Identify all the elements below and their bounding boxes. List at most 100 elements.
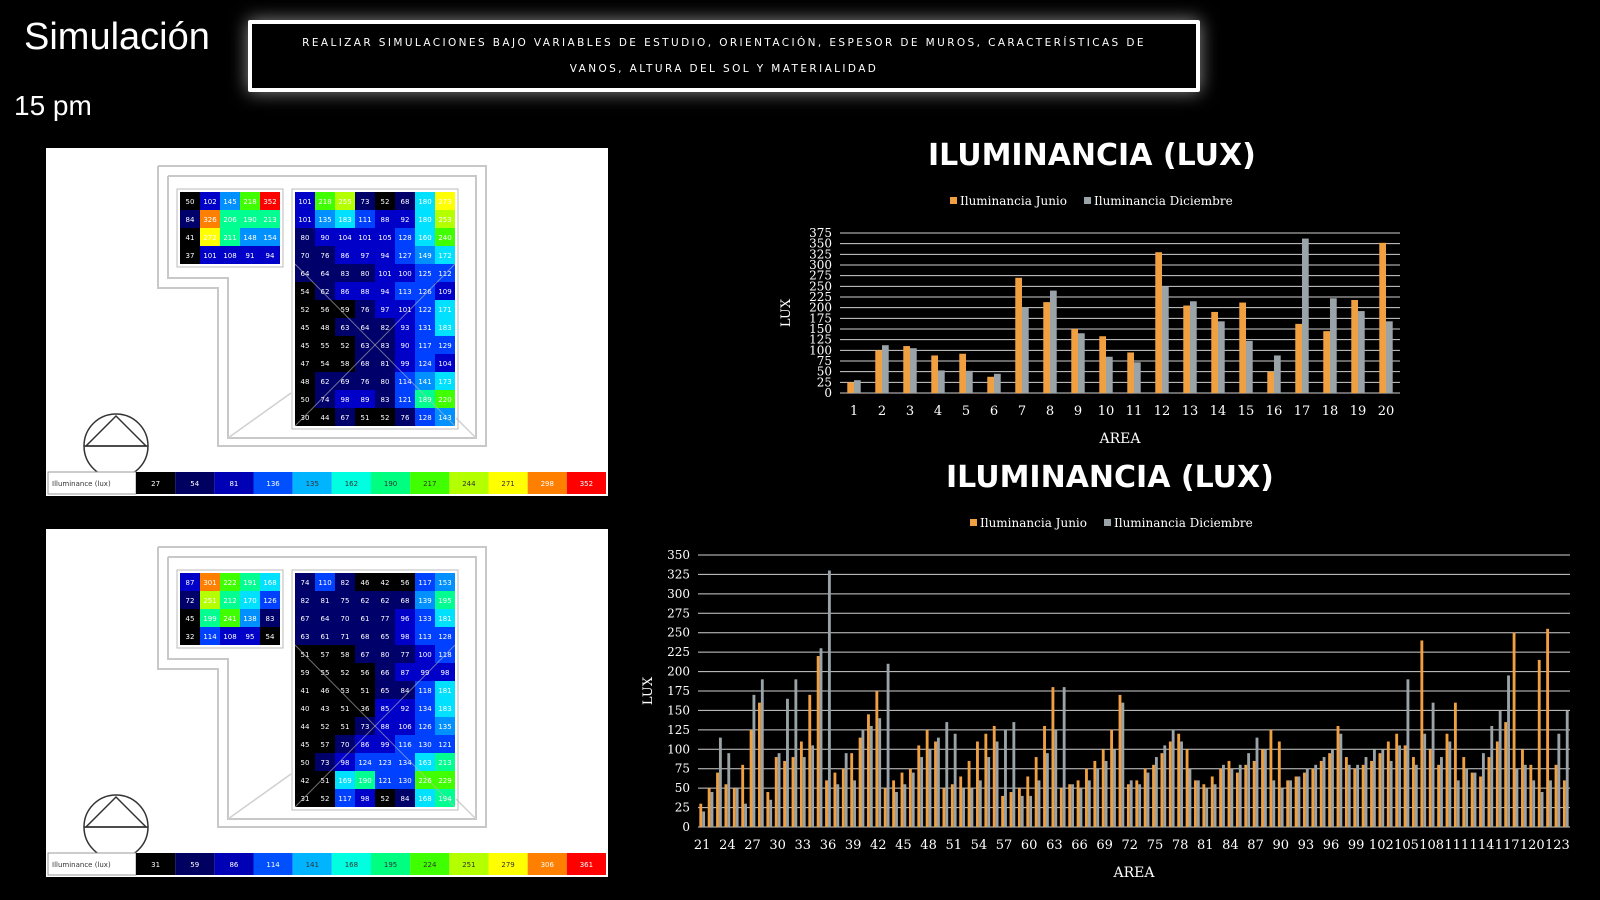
lux-cell bbox=[315, 354, 335, 372]
lux-cell-value: 117 bbox=[418, 579, 431, 587]
bar bbox=[1054, 729, 1058, 827]
lux-cell bbox=[435, 771, 455, 789]
bar bbox=[1210, 776, 1214, 827]
lux-cell-value: 130 bbox=[418, 741, 431, 749]
lux-cell bbox=[180, 609, 200, 627]
lux-cell-value: 84 bbox=[186, 216, 195, 224]
lux-cell bbox=[200, 573, 220, 591]
lux-cell-value: 42 bbox=[301, 777, 310, 785]
x-tick-label: 14 bbox=[1210, 404, 1227, 419]
lux-cell-value: 153 bbox=[438, 579, 451, 587]
lux-cell bbox=[335, 228, 355, 246]
legend-value: 31 bbox=[151, 861, 160, 869]
lux-cell-value: 90 bbox=[321, 234, 330, 242]
x-tick-label: 120 bbox=[1520, 838, 1545, 853]
lux-cell-value: 52 bbox=[341, 342, 350, 350]
lux-cell bbox=[355, 282, 375, 300]
lux-cell bbox=[395, 390, 415, 408]
lux-cell-value: 86 bbox=[361, 741, 370, 749]
legend-value: 141 bbox=[306, 861, 319, 869]
y-tick-label: 200 bbox=[667, 665, 690, 679]
bar bbox=[710, 792, 714, 827]
lux-cell bbox=[415, 318, 435, 336]
bar bbox=[1087, 780, 1091, 827]
legend-swatch bbox=[410, 472, 450, 494]
bar bbox=[1235, 772, 1239, 827]
lux-cell-value: 139 bbox=[418, 597, 431, 605]
lux-cell-value: 100 bbox=[418, 651, 431, 659]
lux-cell bbox=[295, 282, 315, 300]
bar bbox=[936, 737, 940, 827]
bar bbox=[794, 679, 798, 827]
lux-cell bbox=[295, 735, 315, 753]
lux-cell-value: 69 bbox=[341, 378, 350, 386]
x-tick-label: 90 bbox=[1272, 838, 1289, 853]
lux-cell-value: 52 bbox=[381, 414, 390, 422]
lux-cell bbox=[375, 210, 395, 228]
lux-cell bbox=[435, 663, 455, 681]
legend-swatch bbox=[488, 853, 528, 875]
lux-cell bbox=[315, 282, 335, 300]
bar bbox=[1168, 741, 1172, 827]
lux-cell bbox=[315, 663, 335, 681]
lux-cell-value: 56 bbox=[401, 579, 410, 587]
bar bbox=[1096, 768, 1100, 827]
lux-cell-value: 93 bbox=[401, 324, 410, 332]
bar bbox=[1378, 753, 1382, 827]
bar bbox=[1218, 321, 1225, 393]
bar bbox=[1322, 757, 1326, 827]
lux-cell bbox=[315, 771, 335, 789]
lux-cell-value: 97 bbox=[361, 252, 370, 260]
lux-cell-value: 95 bbox=[246, 633, 255, 641]
lux-cell bbox=[260, 192, 280, 210]
bar bbox=[791, 757, 795, 827]
lux-cell bbox=[415, 735, 435, 753]
lux-cell bbox=[395, 699, 415, 717]
bar bbox=[1302, 238, 1309, 393]
bar bbox=[1113, 749, 1116, 827]
lux-cell bbox=[315, 246, 335, 264]
bar bbox=[1523, 764, 1527, 827]
lux-cell bbox=[415, 681, 435, 699]
bar bbox=[900, 772, 904, 827]
lux-cell-value: 121 bbox=[438, 741, 451, 749]
lux-cell-value: 211 bbox=[223, 234, 236, 242]
lux-cell-value: 195 bbox=[438, 597, 451, 605]
bar bbox=[850, 753, 854, 827]
lux-cell-value: 58 bbox=[341, 360, 350, 368]
lux-cell-value: 101 bbox=[398, 306, 411, 314]
lux-cell-value: 326 bbox=[203, 216, 217, 224]
bar bbox=[1154, 757, 1158, 827]
lux-cell bbox=[335, 789, 355, 807]
bar bbox=[716, 772, 719, 827]
lux-cell bbox=[375, 300, 395, 318]
lux-cell bbox=[395, 681, 415, 699]
lux-cell bbox=[415, 246, 435, 264]
lux-cell bbox=[295, 228, 315, 246]
legend-swatch bbox=[136, 472, 176, 494]
lux-cell-value: 63 bbox=[341, 324, 350, 332]
x-tick-label: 2 bbox=[878, 404, 886, 419]
lux-cell bbox=[355, 663, 375, 681]
lux-cell bbox=[355, 699, 375, 717]
lux-cell bbox=[435, 717, 455, 735]
lux-cell-value: 70 bbox=[341, 615, 350, 623]
lux-cell bbox=[220, 591, 240, 609]
x-axis-label: AREA bbox=[1113, 865, 1156, 881]
lux-cell bbox=[395, 300, 415, 318]
bar bbox=[1389, 760, 1393, 827]
bar bbox=[1529, 764, 1533, 827]
lux-cell bbox=[200, 192, 220, 210]
lux-cell bbox=[375, 282, 395, 300]
lux-cell-value: 76 bbox=[361, 378, 370, 386]
lux-cell bbox=[315, 717, 335, 735]
bar bbox=[1280, 788, 1284, 827]
legend-value: 195 bbox=[384, 861, 397, 869]
legend-value: 271 bbox=[501, 480, 514, 488]
lux-cell bbox=[355, 192, 375, 210]
lux-cell-value: 89 bbox=[361, 396, 370, 404]
bar bbox=[1263, 749, 1267, 827]
bar bbox=[987, 757, 991, 827]
lux-cell bbox=[240, 627, 260, 645]
lux-cell bbox=[295, 573, 315, 591]
